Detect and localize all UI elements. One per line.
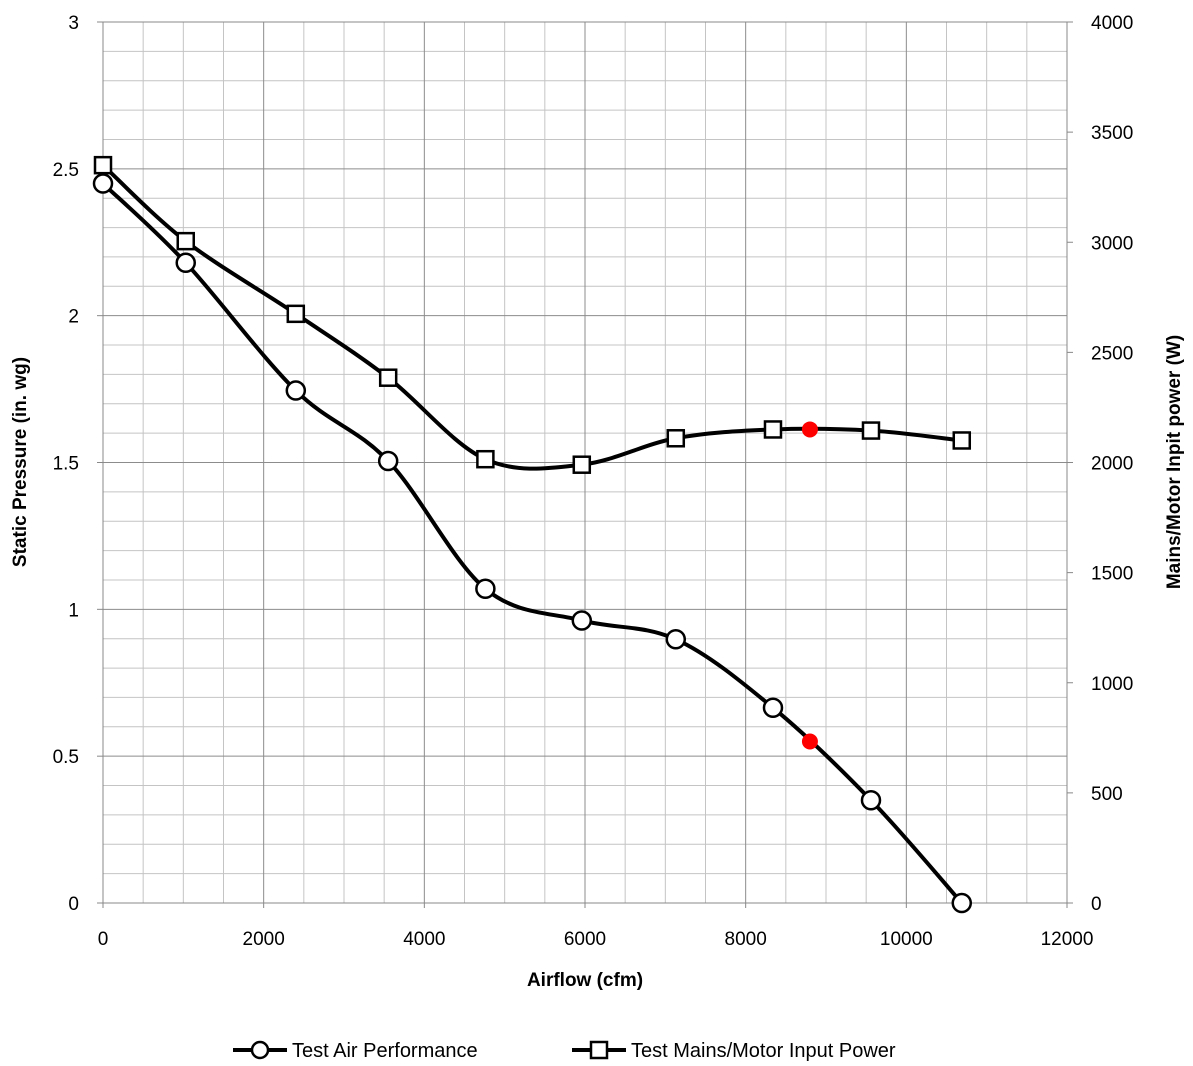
data-point-square xyxy=(763,420,783,439)
data-point-square xyxy=(93,155,113,175)
legend: Test Air Performance Test Mains/Motor In… xyxy=(233,1040,896,1062)
series-line-0 xyxy=(101,182,964,905)
y-tick-label: 1 xyxy=(68,600,79,621)
data-point-square xyxy=(378,368,398,387)
legend-item-power: Test Mains/Motor Input Power xyxy=(572,1040,896,1062)
data-point-circle xyxy=(665,629,687,650)
legend-label-power: Test Mains/Motor Input Power xyxy=(631,1040,896,1062)
data-point-circle xyxy=(92,173,114,194)
x-tick-label: 2000 xyxy=(243,929,285,950)
y-tick-label: 3 xyxy=(68,13,79,34)
y-tick-label: 2.5 xyxy=(53,160,79,181)
data-point-circle xyxy=(475,578,496,600)
y2-tick-label: 1000 xyxy=(1091,674,1133,695)
y2-tick-label: 500 xyxy=(1091,784,1123,805)
x-tick-label: 4000 xyxy=(403,929,445,950)
x-tick-label: 0 xyxy=(98,929,109,950)
y2-tick-label: 2500 xyxy=(1091,343,1133,364)
x-axis-tick-labels: 0 2000 4000 6000 8000 10000 12000 xyxy=(98,903,1094,950)
data-point-circle xyxy=(951,892,973,914)
data-point-square xyxy=(176,231,195,251)
x-tick-label: 12000 xyxy=(1041,929,1094,950)
data-point-square xyxy=(666,429,686,448)
data-point-square xyxy=(952,431,972,450)
data-point-circle xyxy=(571,610,593,631)
series-lines xyxy=(101,163,964,905)
legend-swatch-marker-air xyxy=(250,1040,270,1060)
legend-swatch-marker-power xyxy=(589,1040,609,1060)
x-tick-label: 10000 xyxy=(880,929,933,950)
y2-axis-tick-labels: 0 500 1000 1500 2000 2500 3000 3500 4000 xyxy=(1067,13,1133,915)
data-point-circle xyxy=(175,252,196,274)
data-point-square xyxy=(286,304,306,324)
y2-tick-label: 3000 xyxy=(1091,233,1133,254)
data-point-circle xyxy=(377,450,399,472)
data-point-square xyxy=(861,421,881,440)
x-tick-label: 6000 xyxy=(564,929,606,950)
y2-tick-label: 0 xyxy=(1091,894,1102,915)
y-tick-label: 2 xyxy=(68,307,79,328)
series-markers xyxy=(92,155,973,914)
y-axis-title: Static Pressure (in. wg) xyxy=(10,357,31,567)
data-point-square xyxy=(476,449,495,469)
data-point-circle xyxy=(860,789,882,811)
highlight-point xyxy=(801,421,818,438)
data-point-circle xyxy=(285,380,307,401)
y-tick-label: 1.5 xyxy=(53,454,79,475)
y2-tick-label: 1500 xyxy=(1091,564,1133,585)
y2-tick-label: 4000 xyxy=(1091,13,1133,34)
data-point-circle xyxy=(762,697,784,718)
y2-tick-label: 2000 xyxy=(1091,454,1133,475)
y-tick-label: 0.5 xyxy=(53,747,79,768)
data-point-square xyxy=(572,455,592,474)
legend-item-air: Test Air Performance xyxy=(233,1040,478,1062)
highlight-points xyxy=(801,421,818,750)
y-tick-label: 0 xyxy=(68,894,79,915)
legend-label-air: Test Air Performance xyxy=(292,1040,478,1062)
x-axis-title: Airflow (cfm) xyxy=(527,970,643,991)
y-axis-tick-labels: 0 0.5 1 1.5 2 2.5 3 xyxy=(53,13,103,915)
x-tick-label: 8000 xyxy=(725,929,767,950)
highlight-point xyxy=(801,733,818,750)
y2-tick-label: 3500 xyxy=(1091,123,1133,144)
y2-axis-title: Mains/Motor Inpit power (W) xyxy=(1164,335,1185,589)
